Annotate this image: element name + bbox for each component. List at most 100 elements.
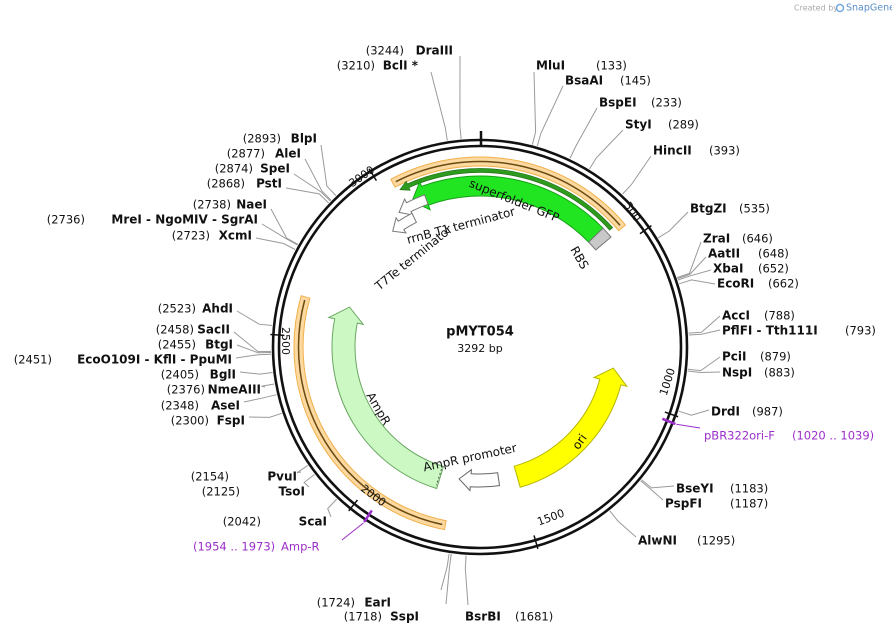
feature-label: RBS (567, 244, 591, 272)
site-leader (459, 55, 462, 139)
site-position: (145) (620, 74, 651, 88)
site-leader (657, 211, 689, 239)
site-leader (536, 85, 564, 147)
primer-name: pBR322ori-F (704, 429, 775, 443)
site-name: NspI (722, 366, 752, 380)
ruler-label: 1500 (535, 507, 566, 529)
site-leader (440, 553, 450, 591)
site-leader (243, 394, 277, 403)
site-position: (2455) (158, 338, 196, 352)
ruler-tick (348, 499, 359, 512)
site-position: (652) (758, 262, 789, 276)
site-leader (327, 498, 338, 518)
site-name: BsaAI (565, 74, 603, 88)
site-leader (304, 158, 332, 201)
site-position: (1295) (697, 534, 735, 548)
feature-terminator (398, 194, 429, 216)
ruler-label: 500 (621, 199, 644, 224)
site-name: StyI (625, 118, 652, 132)
site-position: (233) (651, 96, 682, 110)
site-leader (640, 480, 664, 501)
feature-terminator (392, 212, 418, 234)
site-name: BglI (210, 368, 236, 382)
site-name: NaeI (236, 198, 267, 212)
site-name: DrdI (711, 405, 740, 419)
site-position: (1724) (317, 596, 355, 610)
site-leader (688, 315, 721, 334)
site-position: (2874) (215, 162, 253, 176)
site-name: TsoI (279, 485, 305, 499)
feature-rbs (587, 227, 612, 251)
ruler-tick (533, 535, 539, 550)
feature-ampr (327, 306, 445, 490)
site-position: (648) (758, 247, 789, 261)
site-name: AatII (708, 247, 740, 261)
primer-leader (341, 522, 364, 541)
ruler-tick (270, 333, 285, 337)
primer-leader (676, 423, 701, 429)
site-position: (393) (709, 144, 740, 158)
site-position: (788) (764, 309, 795, 323)
site-name: AlwNI (638, 534, 677, 548)
site-position: (2458) (156, 323, 194, 337)
site-position: (133) (596, 59, 627, 73)
site-position: (2893) (243, 132, 281, 146)
site-name: BtgI (205, 338, 233, 352)
site-position: (2723) (172, 229, 210, 243)
plasmid-name: pMYT054 (446, 325, 514, 340)
site-leader (445, 553, 452, 605)
site-position: (662) (768, 277, 799, 291)
site-leader (531, 71, 537, 145)
site-position: (2868) (207, 177, 245, 191)
site-leader (236, 344, 272, 354)
ruler-label: 2500 (279, 327, 292, 355)
site-name: XbaI (713, 262, 743, 276)
logo-icon (835, 3, 845, 13)
site-leader (622, 155, 652, 195)
site-name: EcoO109I - KflI - PpuMI (77, 353, 232, 367)
site-name: AseI (211, 399, 240, 413)
site-leader (293, 173, 331, 202)
site-leader (296, 464, 309, 474)
site-position: (2376) (167, 383, 205, 397)
feature-label: AmpR promoter (422, 441, 518, 475)
site-name: PciI (722, 350, 747, 364)
site-leader (687, 370, 721, 374)
logo: Created by SnapGene (794, 3, 892, 14)
site-name: SpeI (260, 162, 290, 176)
feature-ori (513, 367, 629, 488)
site-position: (1183) (730, 482, 768, 496)
site-leader (255, 237, 296, 250)
site-position: (3244) (366, 44, 404, 58)
site-leader (679, 279, 716, 285)
site-name: ZraI (703, 232, 730, 246)
site-name: AhdI (202, 302, 233, 316)
feature-highlight (293, 295, 447, 531)
site-leader (261, 383, 275, 388)
site-position: (2405) (161, 368, 199, 382)
site-name: AccI (722, 309, 750, 323)
ruler-tick (368, 168, 378, 181)
site-name: MreI - NgoMIV - SgrAI (111, 213, 258, 227)
site-leader (261, 223, 298, 246)
primer-mark (661, 417, 676, 426)
primer-range: (1954 .. 1973) (193, 540, 275, 554)
site-name: AleI (275, 147, 301, 161)
plasmid-length: 3292 bp (457, 342, 502, 355)
site-leader (239, 371, 273, 375)
site-name: SacII (197, 323, 230, 337)
primer-range: (1020 .. 1039) (792, 429, 874, 443)
site-position: (2523) (158, 302, 196, 316)
site-leader (236, 310, 273, 326)
site-name: NmeAIII (208, 383, 261, 397)
site-name: PvuI (267, 470, 297, 484)
site-leader (233, 331, 272, 353)
site-leader (677, 256, 707, 280)
site-position: (289) (668, 118, 699, 132)
site-name: BclI * (383, 59, 419, 73)
feature-strand (399, 168, 614, 231)
site-name: FspI (217, 414, 245, 428)
site-position: (987) (752, 405, 783, 419)
site-position: (2736) (47, 213, 85, 227)
